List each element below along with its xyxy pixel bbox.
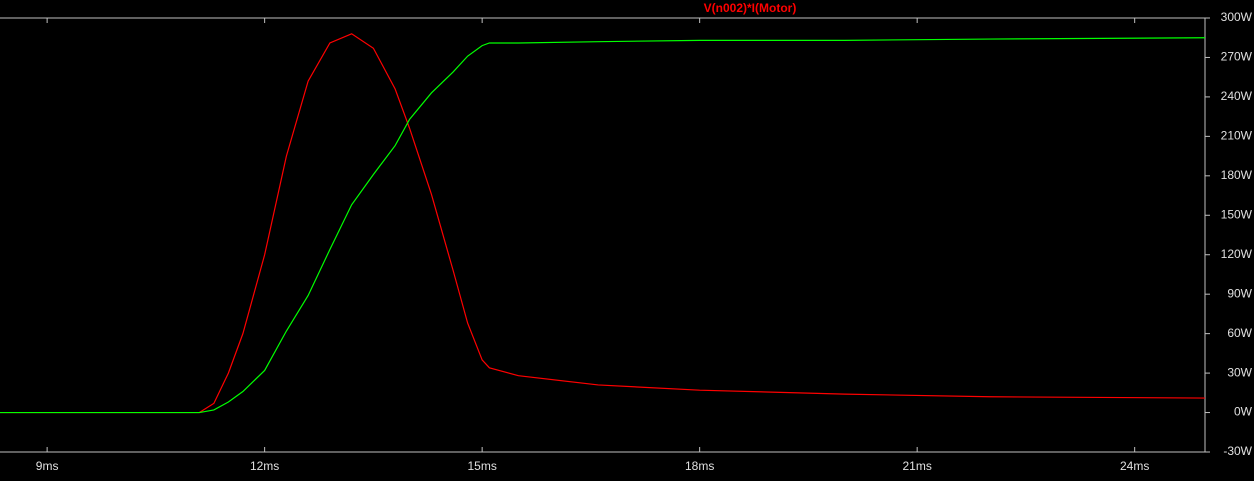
y-tick-label: 60W [1227, 326, 1252, 340]
x-tick-label: 15ms [467, 459, 496, 473]
y-tick-label: 180W [1221, 168, 1253, 182]
y-tick-label: 30W [1227, 365, 1252, 379]
y-tick-label: 150W [1221, 207, 1253, 221]
y-tick-label: 90W [1227, 286, 1252, 300]
y-tick-label: 240W [1221, 89, 1253, 103]
trace-label: V(n002)*I(Motor) [704, 1, 797, 15]
x-tick-label: 12ms [250, 459, 279, 473]
y-tick-label: 210W [1221, 129, 1253, 143]
trace [0, 33, 1206, 414]
plot-frame [0, 17, 1206, 453]
y-tick-label: 120W [1221, 247, 1253, 261]
trace [0, 37, 1206, 414]
x-tick-label: 9ms [36, 459, 59, 473]
y-tick-label: 0W [1234, 405, 1253, 419]
y-tick-label: 270W [1221, 50, 1253, 64]
x-tick-label: 18ms [685, 459, 714, 473]
y-tick-label: -30W [1223, 444, 1252, 458]
y-tick-label: 300W [1221, 10, 1253, 24]
x-tick-label: 21ms [902, 459, 931, 473]
x-tick-label: 24ms [1120, 459, 1149, 473]
